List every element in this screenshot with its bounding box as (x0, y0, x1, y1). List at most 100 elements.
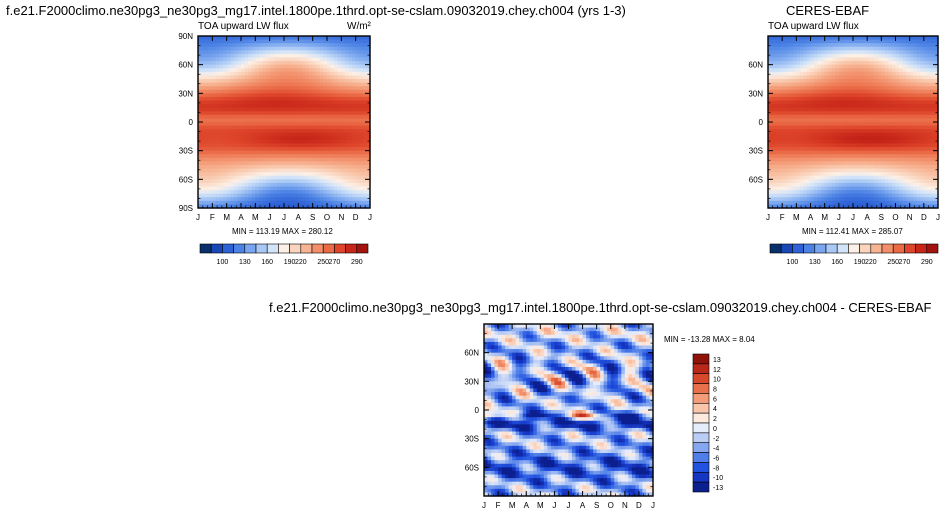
heatmap-cell (352, 111, 357, 116)
heatmap-cell (219, 39, 224, 44)
heatmap-cell (902, 93, 907, 98)
heatmap-cell (884, 132, 890, 137)
heatmap-cell (814, 182, 819, 188)
heatmap-cell (792, 64, 797, 69)
heatmap-cell (355, 111, 360, 116)
heatmap-cell (241, 186, 246, 191)
heatmap-cell (298, 93, 303, 98)
heatmap-cell (494, 427, 499, 433)
heatmap-cell (309, 139, 314, 145)
heatmap-cell (845, 136, 851, 141)
heatmap-cell (930, 46, 936, 51)
heatmap-cell (792, 129, 797, 134)
heatmap-cell (276, 129, 282, 134)
heatmap-cell (198, 122, 203, 127)
heatmap-cell (803, 89, 808, 94)
heatmap-cell (491, 413, 496, 418)
heatmap-cell (828, 165, 833, 170)
heatmap-cell (814, 111, 819, 116)
heatmap-cell (291, 193, 296, 198)
heatmap-cell (828, 182, 833, 188)
heatmap-cell (273, 46, 278, 51)
heatmap-cell (870, 53, 875, 59)
heatmap-cell (860, 46, 865, 51)
heatmap-cell (305, 79, 310, 84)
heatmap-cell (208, 39, 213, 44)
heatmap-cell (881, 96, 886, 102)
heatmap-cell (845, 43, 851, 48)
heatmap-cell (920, 75, 925, 80)
heatmap-cell (334, 193, 339, 198)
heatmap-cell (498, 356, 503, 361)
heatmap-cell (230, 122, 235, 127)
heatmap-cell (934, 111, 939, 116)
heatmap-cell (233, 125, 239, 130)
heatmap-cell (934, 79, 939, 84)
heatmap-cell (817, 168, 822, 173)
heatmap-cell (824, 86, 829, 91)
heatmap-cell (821, 150, 826, 155)
heatmap-cell (792, 104, 797, 109)
heatmap-cell (799, 182, 805, 188)
heatmap-cell (305, 57, 310, 62)
heatmap-cell (785, 71, 790, 77)
heatmap-cell (241, 39, 246, 44)
heatmap-cell (348, 86, 353, 91)
heatmap-cell (828, 86, 833, 91)
heatmap-cell (927, 57, 932, 62)
heatmap-cell (916, 89, 921, 94)
heatmap-cell (881, 143, 886, 148)
heatmap-cell (233, 129, 239, 134)
heatmap-cell (312, 161, 317, 166)
heatmap-cell (835, 61, 840, 66)
heatmap-cell (355, 139, 360, 145)
heatmap-cell (323, 129, 328, 134)
heatmap-cell (782, 139, 787, 145)
heatmap-cell (269, 86, 274, 91)
heatmap-cell (219, 107, 224, 112)
heatmap-cell (494, 478, 499, 483)
heatmap-cell (775, 43, 780, 48)
heatmap-cell (298, 168, 303, 173)
heatmap-cell (337, 75, 342, 80)
heatmap-cell (806, 182, 812, 188)
heatmap-cell (248, 75, 253, 80)
heatmap-cell (923, 139, 928, 145)
heatmap-cell (817, 71, 822, 77)
heatmap-cell (828, 179, 833, 184)
left-plot-units: W/m² (347, 21, 371, 32)
heatmap-cell (828, 139, 833, 145)
heatmap-cell (902, 43, 907, 48)
heatmap-cell (902, 86, 907, 91)
heatmap-cell (237, 143, 242, 148)
heatmap-cell (867, 43, 872, 48)
heatmap-cell (494, 492, 499, 497)
heatmap-cell (487, 359, 492, 365)
heatmap-cell (849, 96, 854, 102)
heatmap-cell (319, 122, 325, 127)
heatmap-cell (301, 186, 307, 191)
heatmap-cell (771, 43, 776, 48)
heatmap-cell (244, 204, 249, 209)
heatmap-cell (789, 86, 794, 91)
heatmap-cell (276, 50, 282, 55)
heatmap-cell (337, 107, 342, 112)
heatmap-cell (273, 96, 278, 102)
heatmap-cell (923, 204, 928, 209)
heatmap-cell (810, 93, 815, 98)
heatmap-cell (856, 165, 861, 170)
heatmap-cell (284, 179, 289, 184)
heatmap-cell (301, 36, 307, 41)
heatmap-cell (323, 114, 328, 120)
heatmap-cell (789, 68, 794, 73)
heatmap-cell (255, 175, 260, 180)
x-tick-label: M (821, 213, 828, 222)
heatmap-cell (895, 93, 900, 98)
heatmap-cell (334, 100, 339, 105)
heatmap-cell (352, 147, 357, 152)
heatmap-cell (870, 36, 875, 41)
heatmap-cell (902, 125, 907, 130)
heatmap-cell (226, 96, 231, 102)
heatmap-cell (330, 179, 335, 184)
heatmap-cell (291, 118, 296, 123)
